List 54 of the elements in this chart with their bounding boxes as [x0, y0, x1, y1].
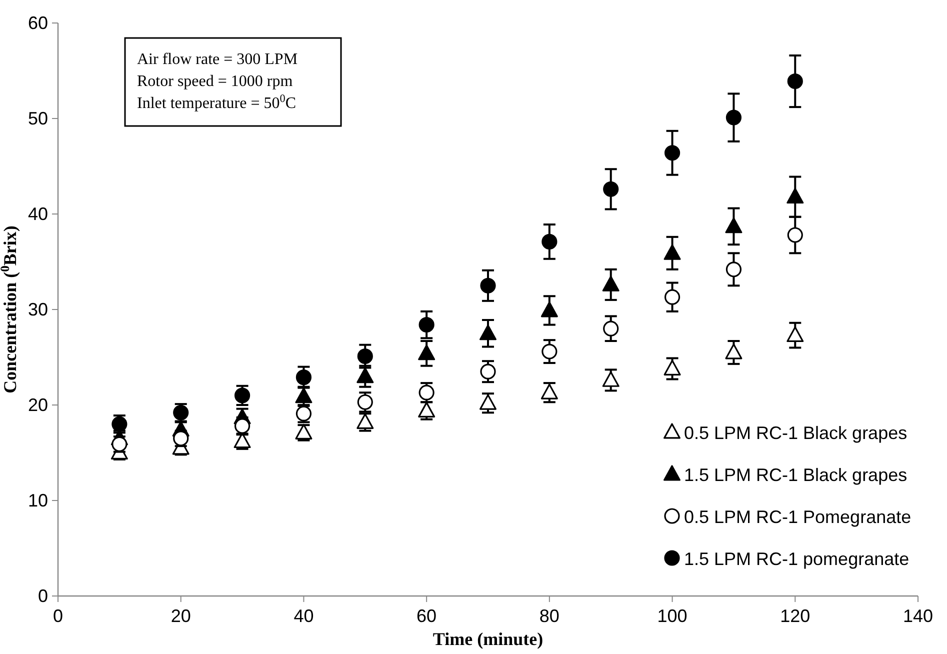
point — [480, 394, 496, 410]
point — [296, 370, 312, 386]
y-tick-label: 10 — [28, 490, 48, 510]
point — [664, 244, 681, 260]
y-tick-label: 60 — [28, 13, 48, 33]
point — [787, 227, 803, 243]
point — [480, 278, 496, 294]
point — [540, 384, 558, 400]
x-tick-label: 60 — [416, 606, 437, 626]
x-tick-label: 140 — [902, 606, 934, 626]
x-tick-label: 40 — [294, 606, 314, 626]
point — [602, 371, 620, 387]
y-tick-label: 0 — [38, 586, 48, 606]
point — [602, 276, 620, 292]
point — [664, 360, 681, 376]
y-tick-label: 20 — [28, 395, 48, 415]
x-tick-label: 20 — [170, 606, 191, 626]
annotation: Air flow rate = 300 LPM — [137, 51, 298, 68]
legend-label: 0.5 LPM RC-1 Pomegranate — [684, 507, 912, 527]
point — [480, 324, 496, 340]
point — [357, 348, 373, 364]
legend-label: 1.5 LPM RC-1 Black grapes — [684, 465, 908, 485]
point — [664, 145, 680, 161]
point — [725, 218, 742, 234]
legend-label: 0.5 LPM RC-1 Black grapes — [684, 423, 908, 443]
legend-label: 1.5 LPM RC-1 pomegranate — [684, 549, 910, 569]
point — [418, 344, 436, 360]
x-tick-label: 100 — [657, 606, 688, 626]
point — [786, 188, 804, 204]
point — [542, 344, 558, 360]
point — [787, 73, 803, 90]
y-tick-label: 30 — [28, 300, 48, 320]
point — [726, 110, 742, 126]
point — [786, 326, 804, 342]
point — [603, 320, 619, 336]
point — [664, 289, 680, 305]
annotation: Inlet temperature = 50$^{0}$C — [137, 93, 296, 112]
x-tick-label: 0 — [52, 606, 64, 626]
point — [295, 388, 312, 404]
point — [480, 364, 496, 380]
x-tick-label: 120 — [780, 606, 810, 626]
y-tick-label: 50 — [28, 108, 48, 128]
point — [603, 181, 619, 197]
point — [725, 344, 742, 360]
point — [542, 234, 558, 250]
annotation: Rotor speed = 1000 rpm — [137, 73, 294, 90]
point — [418, 316, 434, 333]
x-tick-label: 80 — [539, 606, 560, 626]
point — [356, 368, 374, 384]
y-tick-label: 40 — [28, 204, 48, 224]
point — [726, 262, 742, 278]
point — [540, 302, 558, 318]
x-axis-title: Time (minute) — [432, 629, 544, 649]
point — [173, 404, 189, 420]
